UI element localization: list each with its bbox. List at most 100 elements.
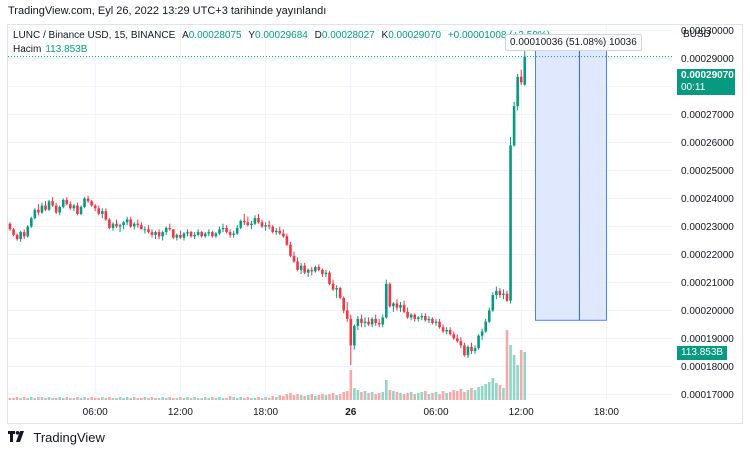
candle[interactable]: [438, 318, 441, 329]
candle[interactable]: [179, 230, 182, 240]
candle[interactable]: [321, 268, 324, 277]
candle[interactable]: [122, 220, 125, 230]
candle[interactable]: [218, 226, 221, 235]
candle[interactable]: [424, 313, 427, 322]
candle[interactable]: [512, 101, 516, 147]
candle[interactable]: [505, 290, 509, 303]
candle[interactable]: [83, 197, 86, 209]
candle[interactable]: [431, 317, 434, 325]
candle[interactable]: [406, 307, 409, 319]
candle[interactable]: [65, 197, 69, 206]
symbol-name[interactable]: LUNC / Binance USD, 15, BINANCE: [13, 30, 176, 41]
candle[interactable]: [90, 199, 93, 207]
candle[interactable]: [15, 233, 19, 241]
candle[interactable]: [97, 205, 101, 216]
candle[interactable]: [136, 219, 140, 228]
candle[interactable]: [409, 313, 413, 321]
candle[interactable]: [402, 300, 406, 314]
candle[interactable]: [8, 222, 12, 231]
candle[interactable]: [445, 327, 448, 335]
candle[interactable]: [356, 316, 360, 331]
candle[interactable]: [161, 230, 164, 241]
candle[interactable]: [363, 317, 367, 328]
candle[interactable]: [172, 229, 175, 240]
candle[interactable]: [416, 316, 420, 322]
candle[interactable]: [370, 317, 374, 328]
candle[interactable]: [129, 216, 132, 228]
candle[interactable]: [189, 230, 193, 238]
candle[interactable]: [480, 328, 484, 340]
candle[interactable]: [196, 229, 200, 237]
candle[interactable]: [154, 230, 157, 240]
candle[interactable]: [349, 314, 353, 366]
candle[interactable]: [463, 342, 466, 357]
candle[interactable]: [221, 223, 225, 233]
candle[interactable]: [306, 268, 310, 277]
candle[interactable]: [516, 73, 519, 111]
candle[interactable]: [353, 324, 356, 350]
candle[interactable]: [108, 218, 111, 230]
candle[interactable]: [168, 223, 172, 231]
candle[interactable]: [72, 204, 76, 212]
candle[interactable]: [519, 69, 523, 86]
candle[interactable]: [132, 222, 136, 230]
candle[interactable]: [317, 264, 321, 272]
candle[interactable]: [115, 219, 118, 228]
candle[interactable]: [232, 230, 235, 238]
candle[interactable]: [86, 195, 90, 203]
candle[interactable]: [278, 226, 282, 235]
candle[interactable]: [61, 198, 65, 209]
candle[interactable]: [104, 208, 108, 221]
candle[interactable]: [434, 318, 438, 326]
candle[interactable]: [214, 232, 218, 238]
candle[interactable]: [12, 227, 15, 237]
candle[interactable]: [243, 213, 246, 226]
candle[interactable]: [466, 345, 470, 359]
candle[interactable]: [257, 213, 260, 224]
candle[interactable]: [260, 219, 264, 228]
candle[interactable]: [491, 292, 495, 312]
candle[interactable]: [267, 220, 271, 230]
candle[interactable]: [484, 318, 487, 333]
candle[interactable]: [388, 282, 392, 308]
candle[interactable]: [299, 262, 303, 275]
candle[interactable]: [264, 222, 267, 231]
candle[interactable]: [377, 318, 381, 328]
candle[interactable]: [157, 229, 161, 240]
candle[interactable]: [239, 219, 243, 230]
candle[interactable]: [211, 230, 214, 238]
candle[interactable]: [33, 208, 37, 220]
candle[interactable]: [37, 204, 40, 216]
candle[interactable]: [125, 216, 129, 226]
candle[interactable]: [44, 201, 47, 212]
candle[interactable]: [182, 232, 186, 241]
candle[interactable]: [345, 302, 349, 322]
candle[interactable]: [274, 227, 278, 235]
candle[interactable]: [367, 317, 370, 326]
candle[interactable]: [93, 204, 97, 212]
candle[interactable]: [282, 229, 285, 238]
candle[interactable]: [246, 216, 250, 227]
candle[interactable]: [200, 230, 203, 238]
candle[interactable]: [235, 225, 239, 235]
candle[interactable]: [118, 223, 122, 233]
candle[interactable]: [420, 313, 424, 321]
candle[interactable]: [335, 285, 338, 298]
candle[interactable]: [271, 225, 274, 234]
measure-box[interactable]: [535, 39, 607, 321]
candle[interactable]: [498, 288, 502, 298]
candle[interactable]: [111, 222, 115, 231]
candle[interactable]: [253, 215, 257, 226]
candle[interactable]: [392, 302, 395, 312]
currency-label[interactable]: BUSD: [683, 29, 711, 40]
candle[interactable]: [186, 229, 189, 237]
candle[interactable]: [303, 262, 306, 275]
candle[interactable]: [69, 201, 72, 210]
candle[interactable]: [225, 225, 228, 234]
candle[interactable]: [374, 314, 377, 326]
candle[interactable]: [22, 229, 26, 240]
candle[interactable]: [385, 279, 388, 319]
candle[interactable]: [296, 257, 299, 272]
candle[interactable]: [310, 267, 314, 276]
candle[interactable]: [58, 205, 61, 216]
